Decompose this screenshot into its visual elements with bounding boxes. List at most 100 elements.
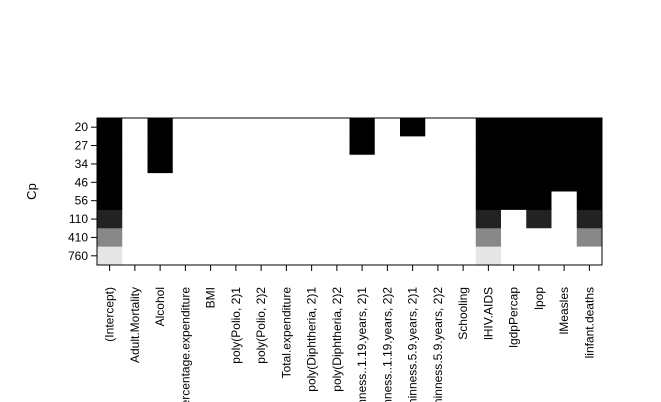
heatmap-cell [526, 118, 552, 137]
heatmap-cell [526, 246, 552, 266]
heatmap-cell [475, 118, 502, 137]
heatmap-cell [122, 136, 148, 156]
heatmap-cell [400, 154, 426, 174]
heatmap-cell [501, 209, 527, 229]
heatmap-cell [172, 246, 199, 266]
heatmap-cell [198, 136, 224, 156]
heatmap-cell [299, 118, 325, 137]
y-axis-label: Cp [24, 183, 39, 200]
x-tick-label: linfant.deaths [582, 287, 596, 358]
x-tick-label: thinness..1.19.years, 2)2 [380, 287, 394, 402]
y-tick-label: 56 [75, 194, 89, 208]
heatmap-cell [324, 118, 350, 137]
heatmap-cell [400, 228, 426, 248]
heatmap-cell [576, 136, 603, 156]
x-tick-label: Total.expenditure [279, 287, 293, 379]
heatmap-cell [324, 173, 350, 192]
heatmap-cell [172, 154, 199, 174]
heatmap-cell [223, 173, 249, 192]
heatmap-cell [475, 209, 502, 229]
plot-frame [96, 117, 603, 266]
heatmap-cell [475, 228, 502, 248]
heatmap-cell [122, 209, 148, 229]
heatmap-cell [248, 136, 275, 156]
heatmap-cell [97, 173, 123, 192]
heatmap-cell [299, 228, 325, 248]
heatmap-cell [551, 154, 578, 174]
heatmap-cell [374, 209, 401, 229]
heatmap-cell [400, 209, 426, 229]
heatmap-cell [273, 246, 300, 266]
heatmap-cell [273, 228, 300, 248]
heatmap-cell [223, 136, 249, 156]
heatmap-cell [223, 118, 249, 137]
heatmap-cell [172, 136, 199, 156]
heatmap-cell [551, 246, 578, 266]
heatmap-cell [374, 228, 401, 248]
heatmap-cell [147, 191, 174, 211]
heatmap-cell [198, 191, 224, 211]
heatmap-cell [273, 136, 300, 156]
heatmap-cell [198, 209, 224, 229]
heatmap-cell [97, 209, 123, 229]
heatmap-cell [425, 154, 451, 174]
heatmap-cell [475, 136, 502, 156]
heatmap-cell [349, 246, 376, 266]
heatmap-cell [450, 246, 477, 266]
y-tick-label: 110 [69, 212, 88, 226]
y-tick-label: 760 [68, 249, 88, 263]
heatmap-cell [425, 118, 451, 137]
heatmap-cell [526, 173, 552, 192]
heatmap-cell [122, 154, 148, 174]
y-tick-label: 410 [68, 230, 88, 244]
heatmap-cell [450, 191, 477, 211]
x-axis: (Intercept) Adult.Mortality Alcohol percent… [103, 265, 596, 402]
heatmap-cell [147, 154, 174, 174]
heatmap-cell [273, 118, 300, 137]
heatmap-cell [501, 191, 527, 211]
heatmap-cell [248, 118, 275, 137]
x-tick-label: Adult.Mortality [128, 287, 142, 363]
heatmap-cell [551, 191, 578, 211]
heatmap-cell [425, 246, 451, 266]
heatmap-cell [248, 173, 275, 192]
heatmap-cell [349, 118, 376, 137]
heatmap-cell [425, 173, 451, 192]
heatmap-cell [450, 228, 477, 248]
heatmap-cell [97, 118, 123, 137]
heatmap-cell [299, 209, 325, 229]
y-axis: 20 27 34 46 56 110 410 760 [68, 120, 97, 263]
heatmap-cell [450, 118, 477, 137]
heatmap-cell [475, 246, 502, 266]
heatmap-cell [526, 136, 552, 156]
heatmap-cell [198, 173, 224, 192]
heatmap-cell [324, 136, 350, 156]
heatmap-cell [501, 118, 527, 137]
heatmap-cell [374, 173, 401, 192]
heatmap-cell [299, 136, 325, 156]
x-tick-label: lHIV.AIDS [481, 287, 495, 340]
heatmap-cell [299, 173, 325, 192]
heatmap-cell [97, 154, 123, 174]
heatmap-cell [475, 173, 502, 192]
heatmap-cell [299, 191, 325, 211]
heatmap-cell [248, 209, 275, 229]
heatmap-cell [576, 118, 603, 137]
heatmap-cell [122, 173, 148, 192]
heatmap-cell [198, 154, 224, 174]
x-tick-label: Alcohol [153, 287, 167, 326]
heatmap-cell [374, 154, 401, 174]
heatmap-cell [273, 154, 300, 174]
heatmap-cell [223, 209, 249, 229]
heatmap-cell [223, 228, 249, 248]
heatmap-cell [576, 191, 603, 211]
heatmap-cell [450, 173, 477, 192]
heatmap-cell [450, 154, 477, 174]
heatmap-cell [172, 118, 199, 137]
x-tick-label: thinness.5.9.years, 2)2 [431, 287, 445, 402]
heatmap-cell [273, 173, 300, 192]
heatmap-cell [324, 154, 350, 174]
heatmap-cell [551, 118, 578, 137]
heatmap-cell [299, 154, 325, 174]
heatmap-cell [97, 246, 123, 266]
